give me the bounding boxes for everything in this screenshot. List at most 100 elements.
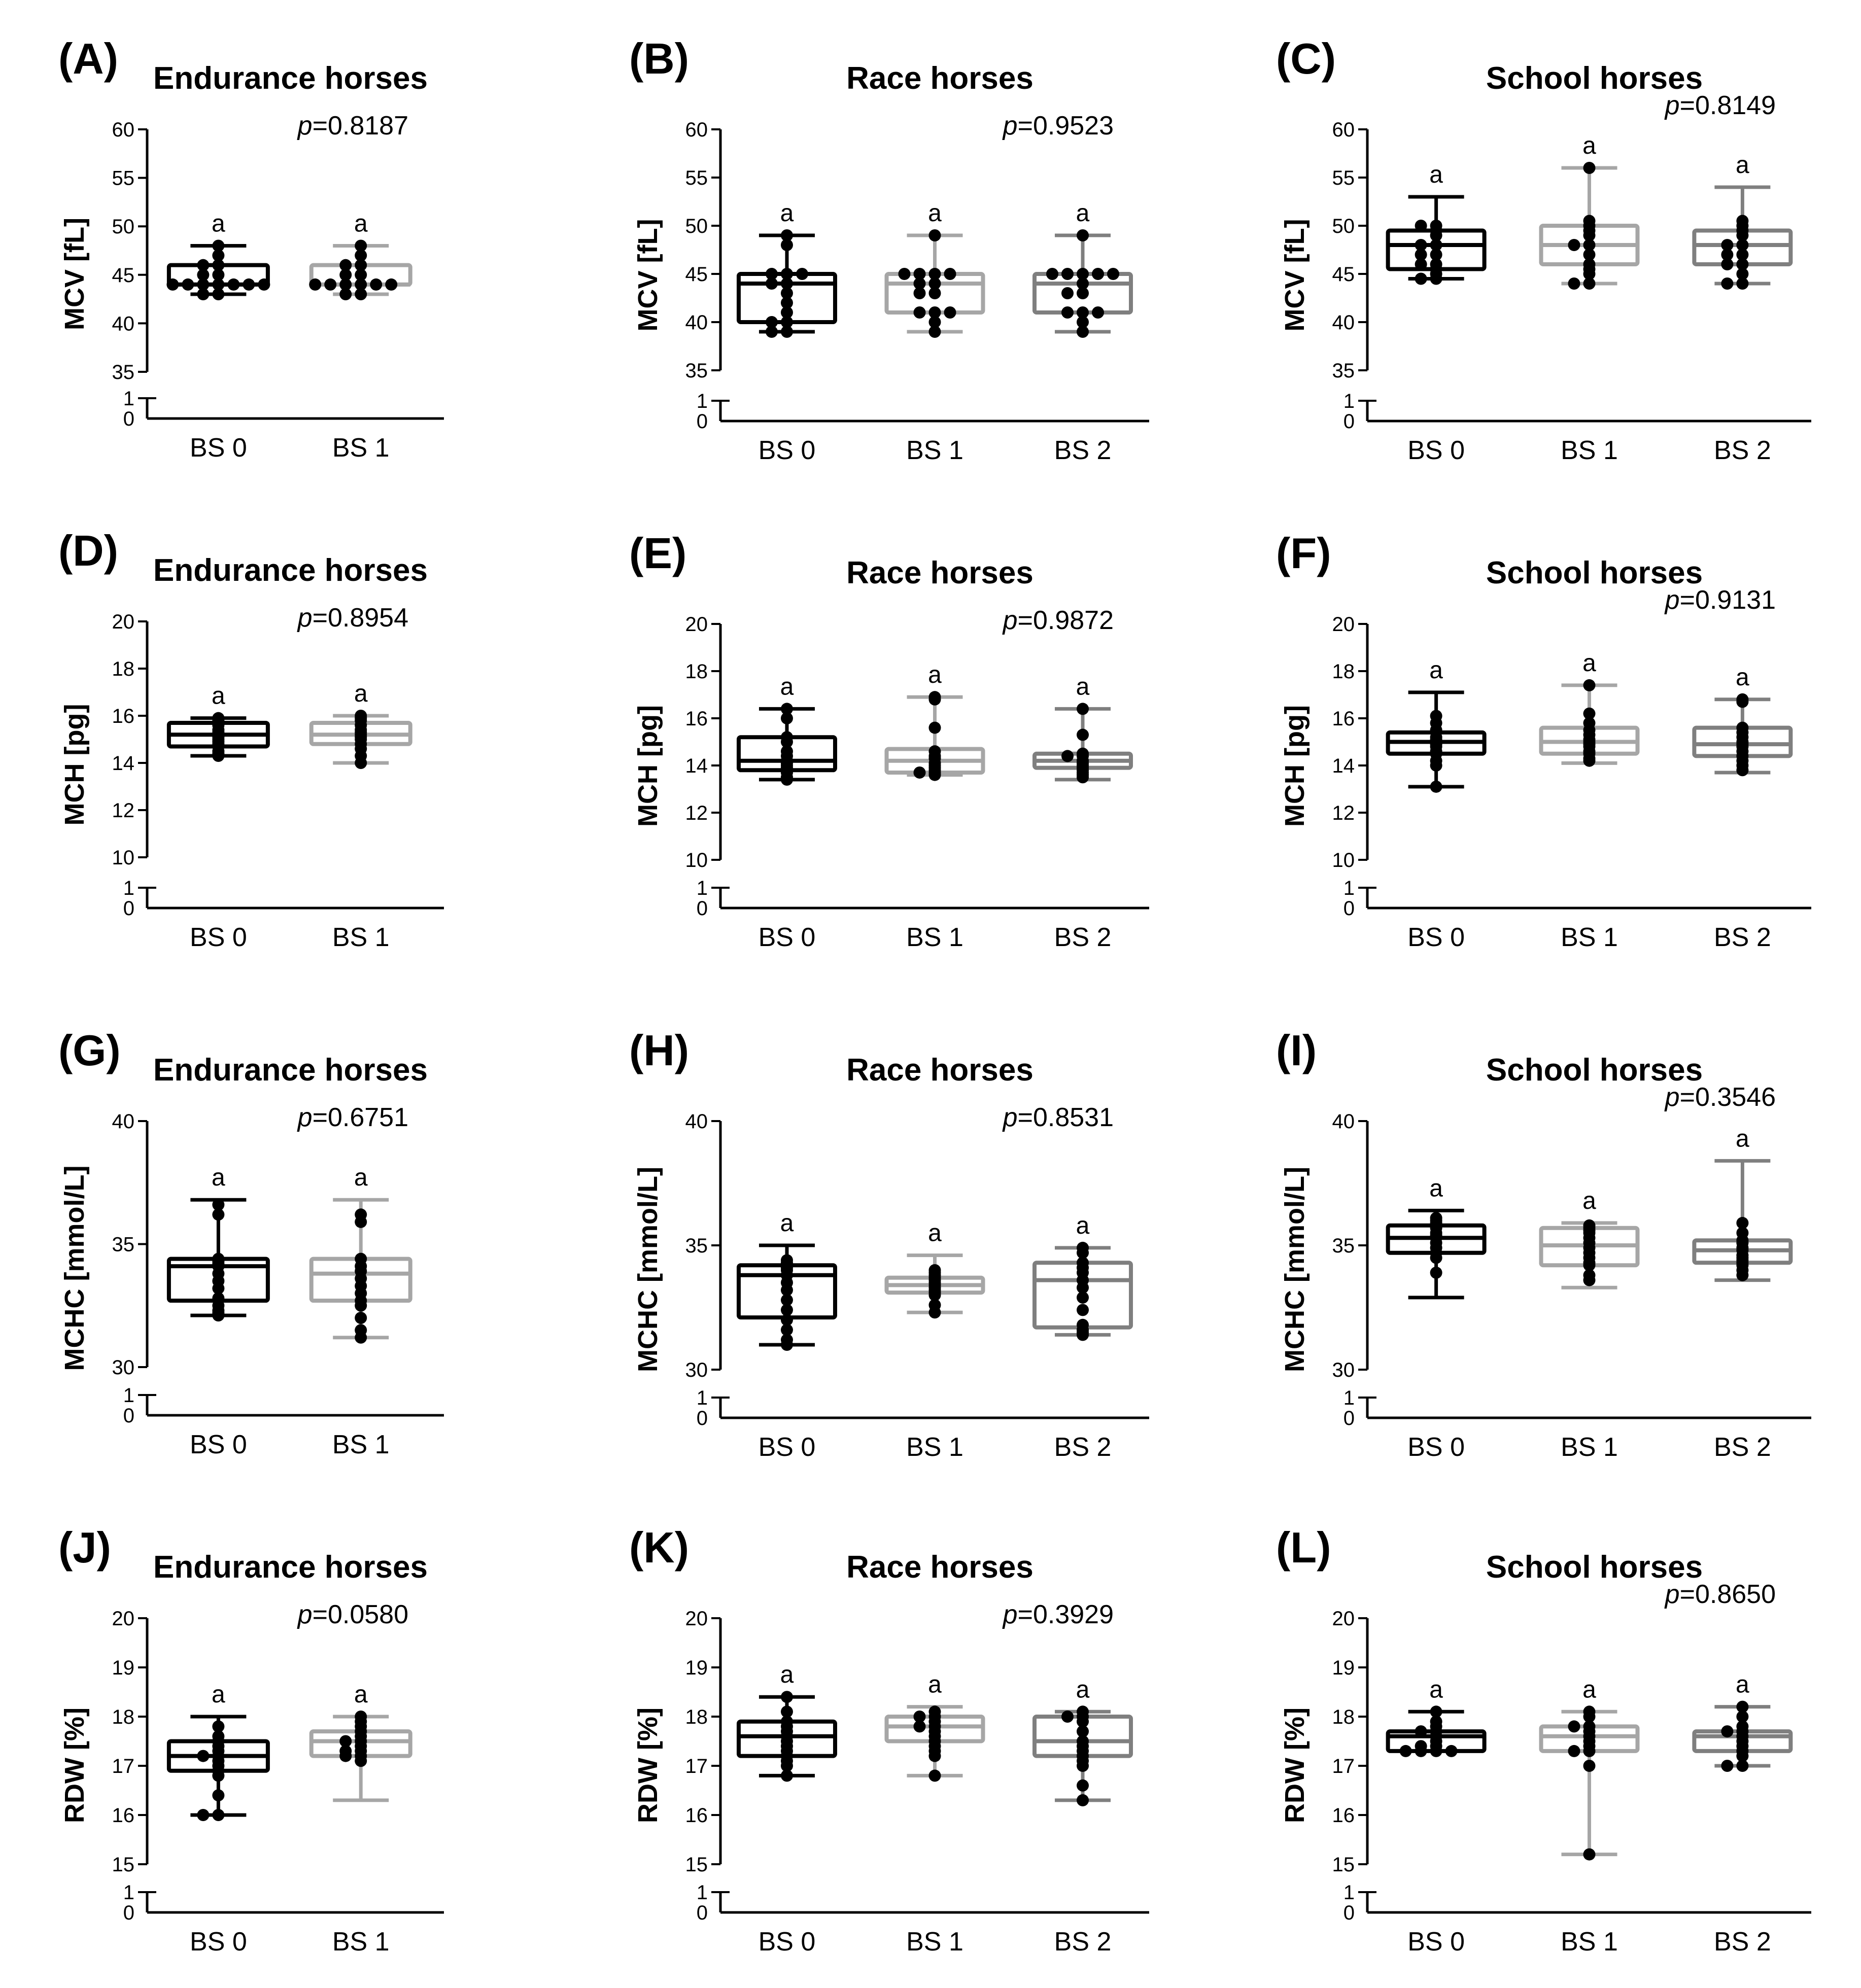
data-point [1583, 277, 1596, 290]
significance-letter: a [212, 1681, 225, 1708]
y-tick-label: 0 [123, 408, 134, 430]
data-point [780, 1284, 793, 1297]
data-point [1583, 229, 1596, 241]
data-point [197, 268, 210, 281]
significance-letter: a [212, 683, 225, 710]
data-point [1583, 754, 1596, 767]
data-point [197, 288, 210, 301]
box-group-bs0: a [736, 673, 837, 786]
x-tick-label: BS 0 [190, 433, 247, 463]
box-group-bs0: a [736, 1661, 837, 1782]
y-tick-label: 40 [1332, 311, 1355, 334]
significance-letter: a [780, 1210, 794, 1237]
box-group-bs0: a [1386, 657, 1487, 793]
x-tick-label: BS 2 [1714, 436, 1771, 465]
x-tick-label: BS 1 [906, 1927, 963, 1957]
data-point [355, 757, 367, 769]
y-tick-label: 18 [112, 658, 135, 680]
data-point [1077, 1725, 1089, 1738]
box-group-bs1: a [309, 1164, 412, 1344]
significance-letter: a [780, 673, 794, 700]
significance-letter: a [1076, 1676, 1090, 1703]
data-point [1430, 1705, 1442, 1718]
data-point [1736, 249, 1749, 261]
y-tick-label: 18 [1332, 660, 1355, 683]
data-point [765, 326, 778, 338]
p-value-label: p=0.8531 [1002, 1103, 1114, 1132]
data-point [780, 736, 793, 748]
y-tick-label: 19 [112, 1657, 135, 1679]
chart-panel-j: (J) Endurance horses p=0.0580 15 16 17 18 19 20 1… [58, 1524, 444, 1957]
data-point [944, 306, 956, 319]
data-point [1583, 1745, 1596, 1757]
chart-title: School horses [1486, 1053, 1703, 1088]
y-tick-label: 60 [112, 119, 135, 141]
data-point [1568, 1720, 1580, 1733]
significance-letter: a [1736, 152, 1749, 179]
x-tick-label: BS 1 [1561, 923, 1618, 952]
data-point [212, 1208, 225, 1221]
data-point [1077, 229, 1089, 241]
box-group-bs0: a [166, 683, 270, 762]
data-point [212, 249, 225, 262]
data-point [780, 229, 793, 241]
box-group-bs2: a [1032, 1676, 1133, 1806]
significance-letter: a [354, 680, 368, 707]
data-point [1061, 287, 1074, 299]
data-point [1046, 268, 1059, 280]
data-point [1077, 1246, 1089, 1259]
significance-letter: a [212, 210, 225, 237]
significance-letter: a [1736, 1671, 1749, 1698]
y-tick-label: 12 [685, 802, 708, 824]
chart-title: School horses [1486, 1550, 1703, 1585]
data-point [355, 268, 367, 281]
x-tick-label: BS 1 [906, 923, 963, 952]
y-tick-label: 1 [697, 1881, 708, 1904]
chart-title: Endurance horses [153, 1550, 428, 1585]
data-point [944, 268, 956, 280]
y-tick-label: 0 [697, 1902, 708, 1924]
y-tick-label: 0 [123, 1405, 134, 1427]
significance-letter: a [928, 1220, 942, 1247]
panel-letter: (B) [629, 35, 689, 83]
box-group-bs1: a [1539, 650, 1640, 767]
data-point [928, 229, 941, 241]
data-point [1077, 326, 1089, 338]
y-tick-label: 18 [685, 1706, 708, 1728]
data-point [1092, 268, 1105, 280]
x-tick-label: BS 1 [1561, 436, 1618, 465]
y-tick-label: 35 [1332, 360, 1355, 382]
p-value-label: p=0.9872 [1002, 606, 1114, 635]
y-tick-label: 35 [685, 1235, 708, 1257]
significance-letter: a [928, 661, 942, 688]
y-tick-label: 40 [685, 311, 708, 334]
p-value-label: p=0.9523 [1002, 111, 1114, 141]
panel-letter: (A) [58, 35, 118, 83]
data-point [355, 239, 367, 252]
significance-letter: a [1429, 161, 1443, 188]
data-point [928, 326, 941, 338]
x-tick-label: BS 1 [332, 923, 390, 952]
chart-title: Endurance horses [153, 553, 428, 588]
y-tick-label: 1 [123, 877, 134, 899]
data-point [1583, 249, 1596, 261]
data-point [258, 278, 270, 291]
data-point [765, 316, 778, 328]
data-point [780, 1339, 793, 1351]
chart-title: School horses [1486, 555, 1703, 590]
significance-letter: a [1429, 657, 1443, 684]
data-point [780, 703, 793, 715]
data-point [1721, 258, 1734, 270]
data-point [1736, 268, 1749, 280]
box-group-bs1: a [1539, 1188, 1640, 1289]
p-value-label: p=0.8149 [1664, 91, 1776, 120]
data-point [1736, 239, 1749, 251]
y-tick-label: 10 [112, 847, 135, 869]
data-point [780, 239, 793, 251]
data-point [1415, 249, 1427, 261]
data-point [212, 1720, 225, 1733]
